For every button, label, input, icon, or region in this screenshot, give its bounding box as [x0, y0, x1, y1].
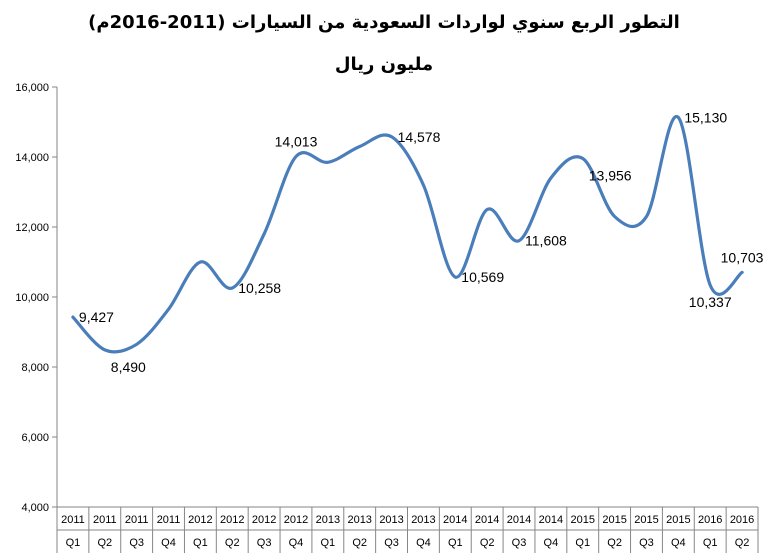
x-tick-quarter-label: Q2: [480, 537, 495, 549]
x-tick-quarter-label: Q2: [225, 537, 240, 549]
series-line: [71, 115, 744, 354]
x-tick-year-label: 2011: [61, 514, 85, 526]
x-tick-quarter-label: Q1: [320, 537, 335, 549]
chart-subtitle: مليون ريال: [334, 54, 434, 75]
x-tick-year-label: 2014: [475, 514, 499, 526]
x-tick-year-label: 2011: [93, 514, 117, 526]
data-label: 14,578: [398, 129, 441, 145]
x-tick-quarter-label: Q1: [66, 537, 81, 549]
x-tick-quarter-label: Q4: [161, 537, 176, 549]
x-tick-quarter-label: Q3: [257, 537, 272, 549]
x-tick-year-label: 2014: [539, 514, 563, 526]
data-label: 10,258: [238, 280, 281, 296]
x-tick-quarter-label: Q3: [129, 537, 144, 549]
x-tick-year-label: 2012: [252, 514, 276, 526]
y-tick-label: 10,000: [15, 292, 49, 304]
data-label: 8,490: [111, 359, 146, 375]
x-tick-quarter-label: Q3: [384, 537, 399, 549]
x-tick-quarter-label: Q4: [416, 537, 431, 549]
x-tick-year-label: 2012: [188, 514, 212, 526]
x-tick-quarter-label: Q2: [352, 537, 367, 549]
y-tick-label: 6,000: [21, 432, 49, 444]
x-tick-year-label: 2016: [730, 514, 754, 526]
data-label: 9,427: [79, 309, 114, 325]
x-tick-year-label: 2011: [125, 514, 149, 526]
x-tick-year-label: 2011: [157, 514, 181, 526]
data-label: 13,956: [589, 168, 632, 184]
data-label: 10,569: [461, 269, 504, 285]
x-tick-year-label: 2012: [220, 514, 244, 526]
x-tick-year-label: 2015: [666, 514, 690, 526]
x-tick-quarter-label: Q3: [512, 537, 527, 549]
x-tick-quarter-label: Q1: [575, 537, 590, 549]
y-tick-label: 8,000: [21, 362, 49, 374]
x-tick-year-label: 2015: [634, 514, 658, 526]
x-tick-quarter-label: Q3: [639, 537, 654, 549]
x-tick-year-label: 2012: [284, 514, 308, 526]
x-tick-year-label: 2014: [443, 514, 467, 526]
x-tick-quarter-label: Q1: [448, 537, 463, 549]
x-tick-year-label: 2013: [379, 514, 403, 526]
data-label: 11,608: [525, 233, 567, 249]
x-tick-quarter-label: Q1: [193, 537, 208, 549]
x-tick-quarter-label: Q2: [735, 537, 750, 549]
y-tick-label: 16,000: [15, 82, 49, 94]
data-label: 10,337: [689, 294, 732, 310]
y-tick-label: 4,000: [21, 502, 49, 514]
x-tick-quarter-label: Q4: [289, 537, 304, 549]
x-tick-quarter-label: Q1: [703, 537, 718, 549]
x-tick-year-label: 2015: [571, 514, 595, 526]
data-label: 14,013: [275, 134, 318, 150]
x-tick-year-label: 2013: [347, 514, 371, 526]
y-tick-label: 14,000: [15, 152, 49, 164]
x-tick-year-label: 2015: [602, 514, 626, 526]
data-label: 10,703: [721, 249, 764, 265]
x-tick-quarter-label: Q2: [607, 537, 622, 549]
x-tick-quarter-label: Q4: [544, 537, 559, 549]
x-tick-year-label: 2013: [316, 514, 340, 526]
data-label: 15,130: [684, 109, 727, 125]
y-tick-label: 12,000: [15, 222, 49, 234]
x-tick-year-label: 2016: [698, 514, 722, 526]
x-tick-year-label: 2013: [411, 514, 435, 526]
x-tick-year-label: 2014: [507, 514, 531, 526]
x-tick-quarter-label: Q2: [97, 537, 112, 549]
x-tick-quarter-label: Q4: [671, 537, 686, 549]
chart-title: التطور الربع سنوي لواردات السعودية من ال…: [88, 12, 680, 33]
